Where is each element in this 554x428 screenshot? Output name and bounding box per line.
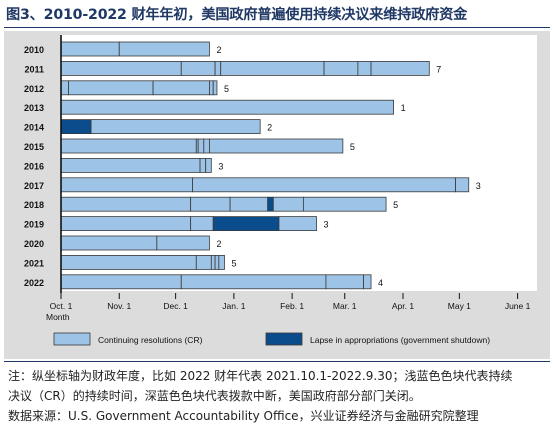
cr-count-label: 5 [231, 258, 236, 268]
year-label: 2021 [24, 258, 44, 268]
cr-segment [152, 80, 210, 96]
year-label: 2012 [24, 84, 44, 94]
cr-segment [323, 60, 359, 76]
cr-segment [60, 80, 69, 96]
note-divider [4, 361, 550, 362]
x-tick-label: May 1 [448, 301, 471, 311]
year-label: 2019 [24, 220, 44, 230]
year-label: 2017 [24, 181, 44, 191]
cr-count-label: 5 [224, 84, 229, 94]
x-tick-label: Mar. 1 [333, 301, 357, 311]
cr-segment [455, 177, 470, 193]
x-axis-title: Month [46, 312, 70, 322]
legend-label-cr: Continuing resolutions (CR) [98, 335, 203, 345]
cr-segment [60, 196, 192, 212]
cr-segment [363, 274, 372, 290]
cr-segment [90, 119, 261, 134]
cr-count-label: 3 [218, 161, 223, 171]
cr-segment [214, 254, 220, 270]
year-label: 2016 [24, 161, 44, 171]
cr-segment [180, 274, 327, 290]
year-label: 2020 [24, 239, 44, 249]
cr-count-label: 5 [393, 200, 398, 210]
year-label: 2013 [24, 103, 44, 113]
cr-segment [60, 216, 192, 232]
chart-panel: 2010 2 2011 7 2012 5 2013 1 2014 2 2015 5 2016 3 2017 3… [4, 31, 550, 359]
cr-segment [209, 138, 344, 154]
cr-segment [60, 274, 182, 290]
source-line: 数据来源：U.S. Government Accountability Offi… [8, 409, 479, 423]
cr-segment [218, 254, 225, 270]
cr-segment [60, 235, 158, 251]
cr-segment [190, 196, 231, 212]
cr-segment [60, 177, 193, 193]
year-label: 2015 [24, 142, 44, 152]
cr-segment [197, 138, 205, 154]
year-label: 2022 [24, 278, 44, 288]
cr-segment [199, 158, 207, 173]
cr-segment [214, 60, 222, 76]
cr-count-label: 4 [378, 278, 383, 288]
cr-segment [118, 41, 210, 57]
shutdown-segment [60, 119, 92, 134]
cr-segment [209, 80, 214, 96]
cr-count-label: 5 [350, 142, 355, 152]
cr-segment [205, 158, 212, 173]
legend-swatch-cr [53, 332, 91, 346]
cr-segment [370, 60, 430, 76]
legend-label-shutdown: Lapse in appropriations (government shut… [310, 335, 490, 345]
cr-count-label: 2 [216, 45, 221, 55]
shutdown-segment [267, 196, 274, 212]
cr-segment [60, 41, 120, 57]
note-line: 决议（CR）的持续时间，深蓝色色块代表拨款中断，美国政府部分部门关闭。 [8, 389, 421, 403]
shutdown-segment [212, 216, 280, 232]
year-label: 2011 [24, 64, 44, 74]
legend-swatch-shutdown [265, 332, 303, 346]
cr-segment [272, 196, 304, 212]
cr-segment [212, 80, 218, 96]
cr-segment [60, 60, 182, 76]
figure-title: 图3、2010-2022 财年年初，美国政府普遍使用持续决议来维持政府资金 [6, 7, 468, 23]
cr-segment [325, 274, 364, 290]
cr-segment [190, 216, 214, 232]
cr-segment [220, 60, 325, 76]
x-tick-label: Nov. 1 [107, 301, 131, 311]
cr-segment [302, 196, 387, 212]
cr-segment [60, 99, 394, 115]
cr-segment [203, 138, 210, 154]
x-tick-label: June 1 [505, 301, 531, 311]
cr-count-label: 2 [267, 123, 272, 133]
cr-segment [68, 80, 154, 96]
cr-segment [60, 158, 201, 173]
cr-count-label: 2 [216, 239, 221, 249]
note-line: 注：纵坐标轴为财政年度，比如 2022 财年代表 2021.10.1-2022.… [8, 369, 513, 383]
cr-segment [60, 138, 197, 154]
cr-count-label: 1 [401, 103, 406, 113]
timeline-chart: 2010 2 2011 7 2012 5 2013 1 2014 2 2015 5 2016 3 2017 3… [24, 35, 537, 346]
cr-segment [60, 254, 197, 270]
cr-segment [156, 235, 210, 251]
x-tick-label: Oct. 1 [50, 301, 73, 311]
cr-count-label: 3 [324, 220, 329, 230]
cr-segment [278, 216, 317, 232]
x-tick-label: Apr. 1 [392, 301, 414, 311]
cr-segment [195, 254, 212, 270]
x-tick-label: Jan. 1 [222, 301, 245, 311]
chart-notes: 注：纵坐标轴为财政年度，比如 2022 财年代表 2021.10.1-2022.… [8, 366, 548, 426]
cr-segment [210, 254, 216, 270]
cr-segment [192, 177, 456, 193]
year-label: 2014 [24, 123, 44, 133]
x-tick-label: Feb. 1 [280, 301, 304, 311]
cr-segment [229, 196, 269, 212]
x-tick-label: Dec. 1 [163, 301, 188, 311]
cr-segment [180, 60, 216, 76]
year-label: 2018 [24, 200, 44, 210]
year-label: 2010 [24, 45, 44, 55]
cr-segment [357, 60, 372, 76]
cr-count-label: 3 [476, 181, 481, 191]
title-divider [4, 27, 550, 28]
cr-count-label: 7 [436, 64, 441, 74]
